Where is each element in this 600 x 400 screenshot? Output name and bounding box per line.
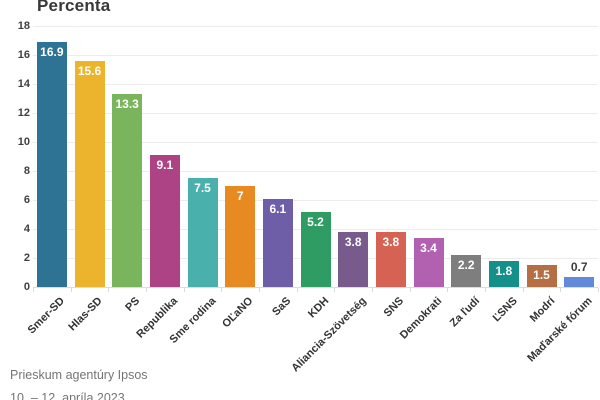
bar-value-label: 3.8	[382, 234, 400, 249]
y-tick-label-0: 0	[23, 281, 30, 293]
y-tick-label-8: 8	[23, 165, 30, 177]
x-tick-mark	[33, 288, 34, 292]
bar-value-label: 7.5	[194, 181, 211, 196]
gridline-6	[33, 200, 598, 201]
bar-Hlas-SD	[74, 60, 105, 287]
x-tick-mark	[372, 288, 373, 292]
bar-value-label: 5.2	[307, 214, 324, 229]
bar-Aliancia-Szövetség	[338, 231, 369, 287]
x-tick-mark	[183, 288, 185, 292]
bar-ĽSNS	[488, 260, 519, 287]
bar-Demokrati	[413, 237, 444, 287]
x-axis-label-Maďarské fórum: Maďarské fórum	[525, 295, 595, 365]
bar-value-label: 3.4	[420, 240, 437, 255]
y-tick-label-10: 10	[17, 136, 30, 148]
bar-Za ľudí	[451, 255, 482, 287]
bar-value-label: 16.9	[40, 44, 64, 59]
bar-Smer-SD	[36, 41, 67, 287]
x-tick-mark	[108, 288, 110, 292]
chart-title: Percenta	[37, 0, 111, 15]
x-tick-mark	[485, 288, 486, 292]
x-axis-label-OĽaNO: OĽaNO	[220, 295, 256, 331]
gridline-0	[33, 287, 598, 288]
gridline-14	[33, 84, 598, 85]
y-tick-label-14: 14	[17, 78, 30, 90]
bar-value-label: 6.1	[269, 201, 287, 216]
gridline-12	[33, 113, 598, 114]
bar-OĽaNO	[225, 185, 256, 287]
gridline-8	[33, 171, 598, 172]
x-tick-mark	[221, 288, 223, 292]
x-tick-mark	[598, 288, 599, 292]
bar-value-label: 3.8	[344, 234, 362, 249]
bar-PS	[112, 94, 143, 287]
date-note: 10. – 12. apríla 2023	[10, 391, 125, 400]
x-axis-label-ĽSNS: ĽSNS	[490, 295, 520, 325]
bar-value-label: 9.1	[156, 158, 174, 173]
bar-value-label: 1.5	[533, 268, 550, 283]
source-note: Prieskum agentúry Ipsos	[10, 368, 148, 382]
x-tick-mark	[146, 288, 147, 292]
x-axis-label-Hlas-SD: Hlas-SD	[66, 295, 105, 334]
bar-value-label: 2.2	[457, 258, 475, 273]
x-axis-label-Za ľudí: Za ľudí	[447, 295, 482, 330]
x-axis-label-Aliancia-Szövetség: Aliancia-Szövetség	[289, 295, 369, 375]
bar-Sme rodina	[187, 178, 218, 287]
x-axis-label-PS: PS	[123, 295, 143, 314]
x-axis-label-KDH: KDH	[305, 295, 331, 321]
x-axis-label-SNS: SNS	[381, 295, 407, 320]
gridline-16	[33, 55, 598, 56]
x-tick-mark	[560, 288, 562, 292]
bar-value-label: 13.3	[115, 97, 139, 112]
y-tick-label-2: 2	[23, 252, 30, 264]
bar-SNS	[375, 231, 406, 287]
bar-Modrí	[526, 265, 557, 287]
x-axis-label-SaS: SaS	[270, 295, 294, 319]
x-tick-mark	[296, 288, 298, 292]
gridline-10	[33, 142, 598, 143]
x-tick-mark	[259, 288, 260, 292]
x-axis-label-Modrí: Modrí	[527, 295, 557, 325]
y-tick-label-18: 18	[17, 20, 30, 32]
y-tick-label-12: 12	[17, 107, 30, 119]
x-tick-mark	[409, 288, 411, 292]
x-tick-mark	[334, 288, 336, 292]
y-tick-label-6: 6	[23, 194, 30, 206]
bar-Maďarské fórum	[564, 276, 595, 287]
x-tick-mark	[522, 288, 524, 292]
y-tick-label-16: 16	[17, 49, 30, 61]
y-tick-label-4: 4	[23, 223, 30, 235]
bar-value-label: 7	[236, 188, 244, 203]
bar-Republika	[149, 155, 180, 287]
x-tick-mark	[70, 288, 72, 292]
x-axis-label-Smer-SD: Smer-SD	[25, 295, 68, 337]
bar-value-label: 15.6	[77, 63, 102, 78]
bar-SaS	[262, 198, 293, 287]
x-tick-mark	[447, 288, 449, 292]
bar-KDH	[300, 211, 331, 287]
bar-value-label: 0.7	[570, 259, 588, 274]
bar-value-label: 1.8	[495, 263, 513, 278]
gridline-18	[33, 26, 598, 27]
